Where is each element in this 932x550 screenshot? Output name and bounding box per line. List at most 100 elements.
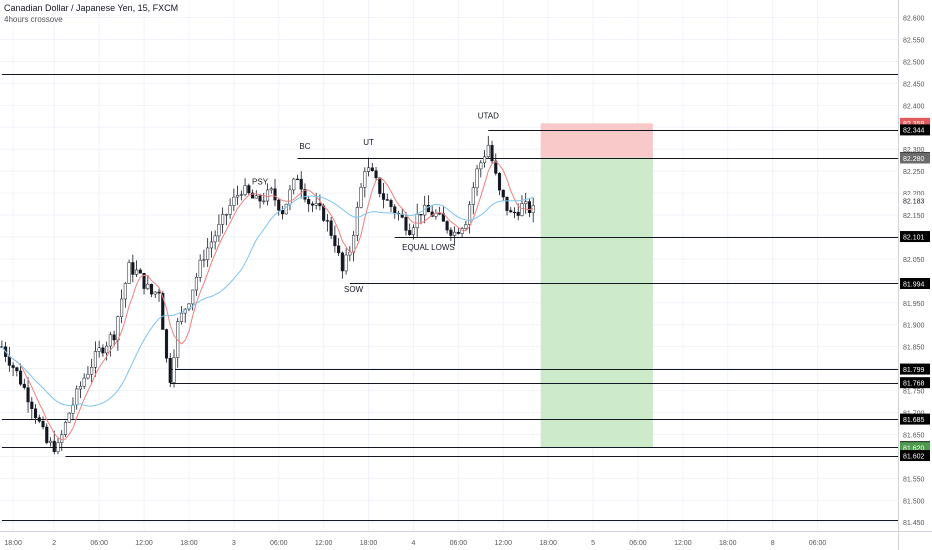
candle-body xyxy=(340,252,344,272)
candle-body xyxy=(254,195,258,199)
candle-body xyxy=(374,170,378,178)
candle-body xyxy=(299,178,303,190)
candle-body xyxy=(370,167,374,171)
price-tag-bg xyxy=(900,124,930,136)
ma-fast-line xyxy=(1,160,534,441)
candle-body xyxy=(194,277,198,291)
price-tag-bg xyxy=(900,450,930,462)
candle-body xyxy=(138,269,142,274)
time-tick-label: 06:00 xyxy=(809,540,827,547)
candle-body xyxy=(243,185,247,195)
candle-body xyxy=(505,196,509,211)
candle-body xyxy=(228,205,232,215)
time-tick-label: 06:00 xyxy=(629,540,647,547)
candle-body xyxy=(404,217,408,231)
grid-layer xyxy=(0,0,898,531)
candle-body xyxy=(78,385,83,390)
candle-body xyxy=(251,192,255,199)
candle-body xyxy=(209,241,213,249)
candle-body xyxy=(239,194,243,196)
price-tag-bg xyxy=(900,117,930,129)
candle-body xyxy=(366,167,371,172)
candle-body xyxy=(408,230,412,235)
time-tick-label: 12:00 xyxy=(674,540,692,547)
candle-body xyxy=(389,200,393,207)
price-tick-label: 81.500 xyxy=(903,498,925,505)
candle-body xyxy=(501,189,505,198)
candle-body xyxy=(90,367,94,375)
time-tick-label: 5 xyxy=(591,540,595,547)
candle-body xyxy=(363,171,367,188)
candle-body xyxy=(344,254,348,272)
price-tick-label: 82.050 xyxy=(903,257,925,264)
time-tick-label: 18:00 xyxy=(719,540,737,547)
candle-body xyxy=(288,189,292,205)
annotation-label[interactable]: SOW xyxy=(344,285,364,294)
annotation-label[interactable]: UT xyxy=(363,138,374,147)
candle-body xyxy=(280,210,285,215)
candle-body xyxy=(337,245,341,254)
candle-body xyxy=(108,334,112,347)
candle-body xyxy=(93,351,97,368)
price-tick-label: 81.650 xyxy=(903,432,925,439)
price-tag-bg xyxy=(900,413,930,425)
candle-body xyxy=(149,283,154,295)
candle-body xyxy=(19,370,23,385)
price-tick-label: 82.400 xyxy=(903,103,925,110)
annotation-label[interactable]: PSY xyxy=(252,177,269,186)
price-tick-label: 82.250 xyxy=(903,169,925,176)
candle-body xyxy=(67,412,71,423)
price-tick-label: 81.450 xyxy=(903,520,925,527)
candle-body xyxy=(468,204,472,225)
price-tick-label: 81.750 xyxy=(903,389,925,396)
time-tick-label: 18:00 xyxy=(539,540,557,547)
price-tag-bg xyxy=(900,442,930,454)
candle-body xyxy=(45,426,49,443)
ma-layer xyxy=(1,160,534,441)
ma-slow-line xyxy=(1,195,534,407)
candle-body xyxy=(381,193,386,200)
candle-body xyxy=(56,442,60,452)
candle-body xyxy=(269,188,273,191)
candle-body xyxy=(217,224,221,237)
price-tag-bg xyxy=(900,363,930,375)
candle-body xyxy=(393,206,397,214)
annotation-label[interactable]: BC xyxy=(299,142,310,151)
chart-legend: Canadian Dollar / Japanese Yen, 15, FXCM… xyxy=(4,3,178,25)
price-tick-label: 81.850 xyxy=(903,345,925,352)
candle-body xyxy=(497,173,502,191)
candle-body xyxy=(37,417,41,422)
time-tick-label: 18:00 xyxy=(360,540,378,547)
candle-body xyxy=(191,289,195,305)
symbol-title[interactable]: Canadian Dollar / Japanese Yen, 15, FXCM xyxy=(4,3,179,13)
time-tick-label: 8 xyxy=(771,540,775,547)
annotation-label[interactable]: UTAD xyxy=(478,111,499,120)
candle-body xyxy=(15,367,19,372)
candle-body xyxy=(471,187,475,205)
candle-body xyxy=(310,203,314,206)
stop-loss-zone[interactable] xyxy=(540,123,653,158)
candle-body xyxy=(97,347,101,352)
candle-body xyxy=(273,188,277,201)
price-tag-bg xyxy=(900,195,930,207)
candle-body xyxy=(168,357,172,383)
indicator-label[interactable]: 4hours crossove xyxy=(4,15,63,24)
annotation-label[interactable]: EQUAL LOWS xyxy=(402,243,455,252)
time-tick-label: 2 xyxy=(52,540,56,547)
candles-layer xyxy=(0,135,535,455)
candle-body xyxy=(512,211,517,214)
price-tag-bg xyxy=(900,377,930,389)
price-tag-label: 81.602 xyxy=(903,453,925,460)
price-tag-bg xyxy=(900,231,930,243)
price-tag-label: 81.685 xyxy=(903,417,925,424)
candle-body xyxy=(153,291,157,295)
candle-body xyxy=(295,178,300,181)
candle-body xyxy=(202,259,206,261)
candle-body xyxy=(52,440,56,452)
candle-body xyxy=(482,156,487,164)
take-profit-zone[interactable] xyxy=(540,157,653,448)
price-tick-label: 81.550 xyxy=(903,476,925,483)
